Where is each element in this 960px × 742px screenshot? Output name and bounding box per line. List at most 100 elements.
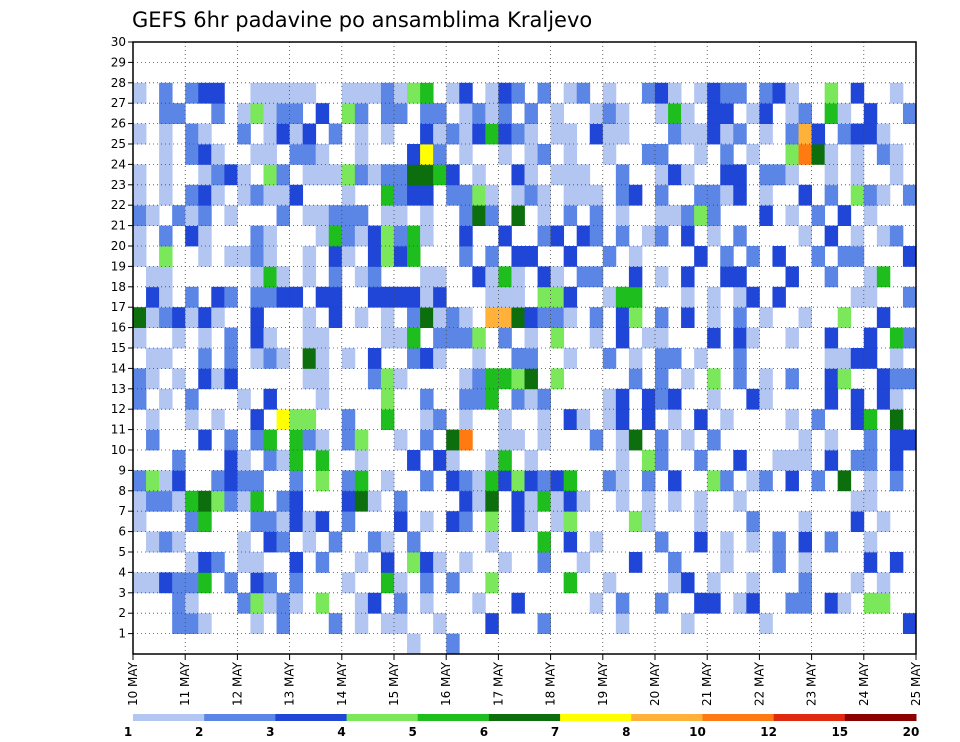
heatmap-cell [237, 123, 251, 145]
heatmap-cell [172, 613, 186, 634]
heatmap-cell [263, 82, 277, 104]
heatmap-cell [628, 552, 643, 573]
heatmap-cell [367, 531, 382, 553]
heatmap-cell [511, 348, 525, 369]
heatmap-cell [172, 327, 186, 349]
heatmap-cell [354, 490, 369, 512]
heatmap-cell [146, 368, 160, 390]
heatmap-cell [720, 470, 734, 492]
heatmap-cell [485, 266, 499, 288]
heatmap-cell [511, 307, 525, 328]
heatmap-cell [172, 470, 186, 492]
heatmap-cell [263, 348, 277, 369]
heatmap-cell [407, 144, 421, 165]
heatmap-cell [420, 266, 434, 288]
heatmap-cell [785, 409, 799, 430]
heatmap-cell [328, 286, 343, 308]
heatmap-cell [641, 409, 656, 430]
heatmap-cell [407, 552, 421, 573]
heatmap-cell [394, 82, 408, 104]
heatmap-cell [811, 205, 826, 226]
heatmap-cell [459, 368, 473, 390]
heatmap-cell [172, 103, 186, 124]
heatmap-cell [172, 307, 186, 328]
heatmap-cell [159, 572, 173, 594]
heatmap-cell [420, 82, 434, 104]
heatmap-cell [589, 429, 604, 451]
heatmap-cell [876, 225, 891, 247]
heatmap-cell [655, 82, 669, 104]
heatmap-cell [367, 246, 382, 267]
heatmap-cell [785, 103, 799, 124]
heatmap-cell [250, 613, 264, 634]
heatmap-cell [772, 450, 786, 471]
heatmap-cell [641, 511, 656, 532]
heatmap-cell [354, 225, 369, 247]
heatmap-cell [407, 82, 421, 104]
heatmap-cell [276, 592, 290, 614]
heatmap-cell [863, 592, 878, 614]
heatmap-cell [524, 450, 538, 471]
heatmap-cell [733, 225, 747, 247]
heatmap-cell [433, 164, 447, 186]
colorbar-segment [133, 714, 205, 721]
heatmap-cell [655, 307, 669, 328]
heatmap-cell [433, 144, 447, 165]
heatmap-cell [733, 164, 747, 186]
heatmap-cell [328, 531, 343, 553]
heatmap-cell [733, 123, 747, 145]
heatmap-cell [668, 82, 682, 104]
heatmap-cell [354, 82, 369, 104]
heatmap-cell [524, 490, 538, 512]
heatmap-cell [785, 368, 799, 390]
heatmap-cell [341, 470, 356, 492]
y-tick-label: 21 [111, 219, 126, 233]
heatmap-cell [537, 82, 551, 104]
colorbar-label: 6 [480, 725, 488, 739]
heatmap-cell [628, 429, 643, 451]
y-tick-label: 24 [111, 157, 126, 171]
heatmap-cell [263, 246, 277, 267]
heatmap-cell [394, 246, 408, 267]
heatmap-cell [354, 144, 369, 165]
heatmap-cell [720, 552, 734, 573]
heatmap-cell [380, 327, 395, 349]
heatmap-cell [133, 490, 147, 512]
heatmap-cell [341, 429, 356, 451]
heatmap-cell [394, 327, 408, 349]
heatmap-cell [380, 388, 395, 410]
heatmap-cell [472, 348, 486, 369]
heatmap-cell [772, 531, 786, 553]
heatmap-cell [341, 409, 356, 430]
heatmap-cell [889, 368, 904, 390]
heatmap-cell [876, 572, 891, 594]
heatmap-cell [863, 552, 878, 573]
heatmap-cell [589, 327, 604, 349]
x-tick-label: 19 MAY [596, 661, 610, 706]
heatmap-cell [668, 552, 682, 573]
heatmap-cell [524, 348, 538, 369]
heatmap-cell [563, 184, 578, 206]
heatmap-cell [172, 205, 186, 226]
heatmap-cell [237, 164, 251, 186]
heatmap-cell [341, 572, 356, 594]
heatmap-cell [354, 613, 369, 634]
heatmap-cell [889, 450, 904, 471]
heatmap-cell [302, 348, 317, 369]
heatmap-cell [902, 368, 917, 390]
heatmap-cell [550, 327, 565, 349]
heatmap-cell [563, 123, 578, 145]
heatmap-cell [159, 286, 173, 308]
heatmap-cell [380, 225, 395, 247]
heatmap-cell [341, 205, 356, 226]
heatmap-cell [250, 82, 264, 104]
heatmap-cell [837, 103, 852, 124]
heatmap-cell [524, 184, 538, 206]
heatmap-cell [146, 409, 160, 430]
heatmap-cell [798, 592, 812, 614]
y-tick-label: 13 [111, 382, 126, 396]
heatmap-cell [550, 225, 565, 247]
heatmap-cell [824, 592, 839, 614]
heatmap-cell [237, 388, 251, 410]
heatmap-cell [694, 82, 708, 104]
